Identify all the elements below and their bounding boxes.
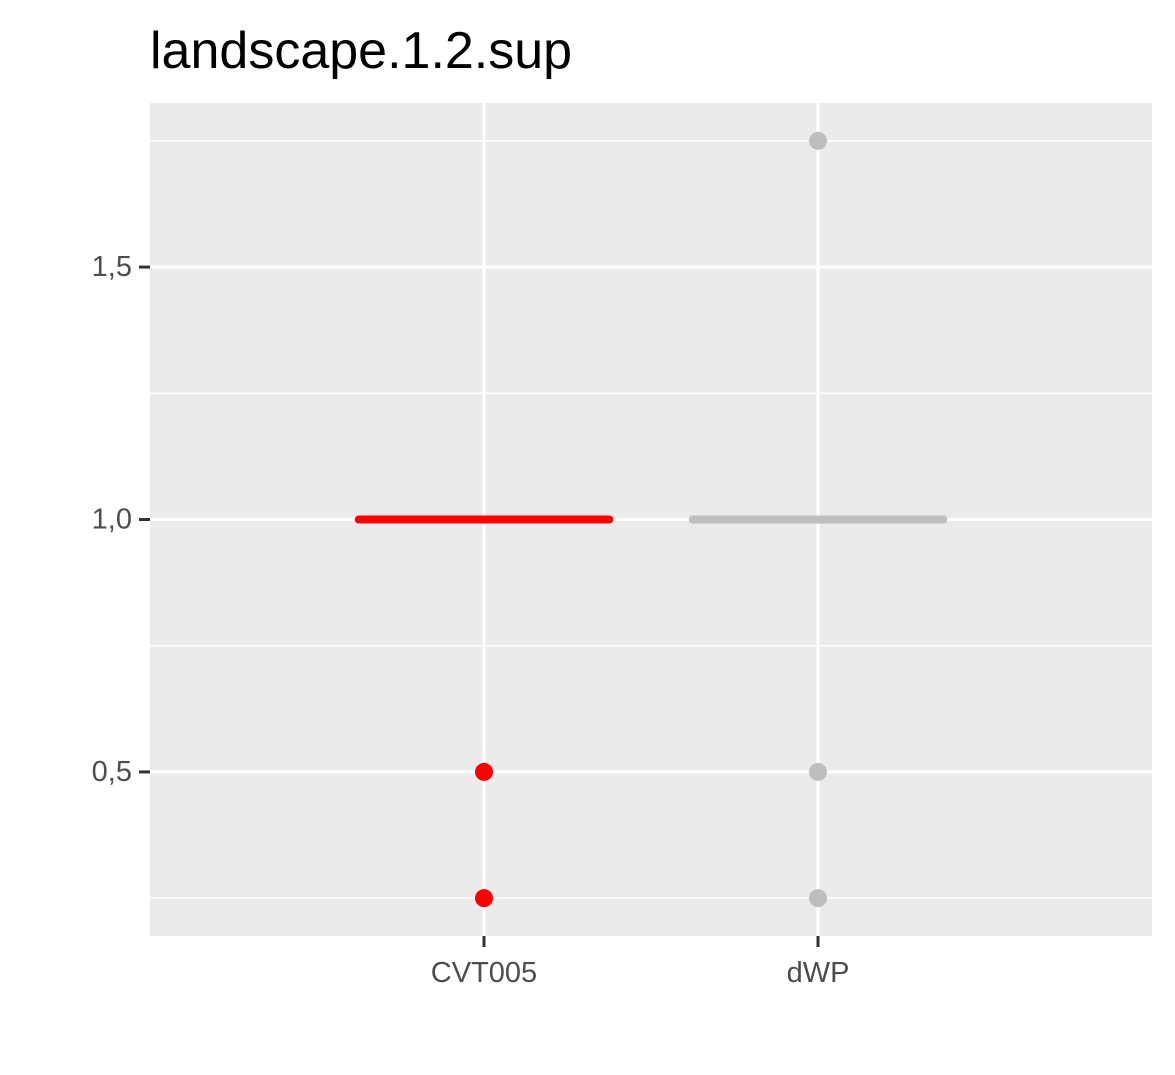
y-tick-label: 0,5 bbox=[92, 756, 132, 788]
data-point bbox=[809, 889, 827, 908]
y-tick-label: 1,5 bbox=[92, 251, 132, 283]
x-tick-label: CVT005 bbox=[431, 957, 537, 989]
chart-title: landscape.1.2.sup bbox=[150, 22, 572, 80]
data-point bbox=[475, 889, 493, 908]
grid-layer bbox=[150, 103, 1152, 936]
y-tick-label: 1,0 bbox=[92, 504, 132, 536]
data-point bbox=[475, 762, 493, 781]
marks-layer bbox=[354, 131, 948, 908]
data-point bbox=[809, 131, 827, 150]
x-tick-label: dWP bbox=[787, 957, 850, 989]
data-point bbox=[809, 762, 827, 781]
axis-layer: 0,5 1,0 1,5 CVT005 dWP bbox=[92, 251, 850, 989]
